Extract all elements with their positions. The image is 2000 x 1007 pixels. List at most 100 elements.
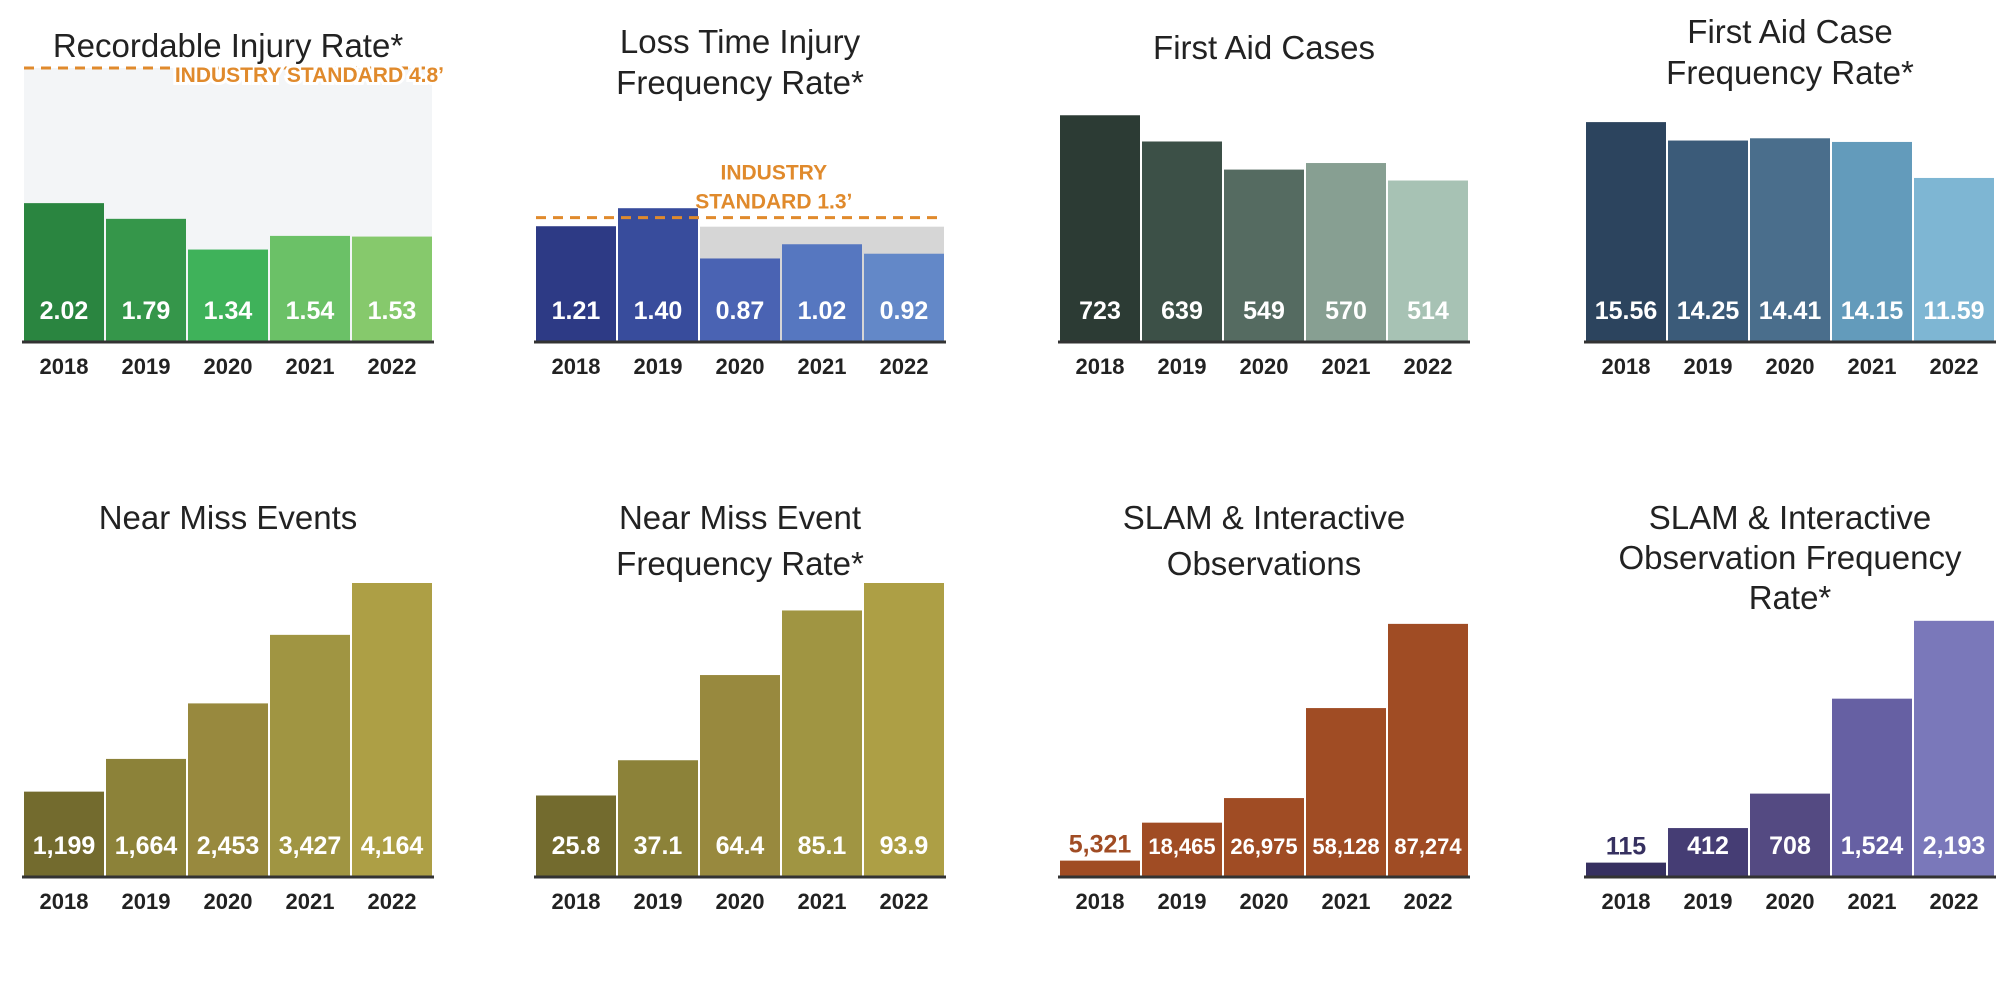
data-label: 1.54 (286, 297, 335, 325)
chart-4: First Aid Case Frequency Rate* 15.56 2018 14… (1584, 13, 1996, 379)
bar-2022 (1388, 180, 1468, 341)
x-tick-label: 2022 (1404, 354, 1453, 379)
x-tick-label: 2019 (122, 889, 171, 914)
data-label: 2.02 (40, 297, 89, 325)
data-label: 115 (1606, 833, 1646, 861)
bar-2020 (1224, 169, 1304, 341)
chart-title: SLAM & Interactive Observations (1123, 499, 1405, 582)
data-label: 708 (1769, 832, 1811, 860)
data-label: 1.02 (798, 297, 847, 325)
bar-2019 (1668, 828, 1748, 876)
chart-title: Recordable Injury Rate* (53, 27, 404, 64)
data-label: 3,427 (279, 832, 342, 860)
industry-standard-label: INDUSTRY STANDARD 4.8ʼ (175, 64, 444, 87)
x-tick-label: 2019 (634, 889, 683, 914)
data-label: 570 (1325, 297, 1367, 325)
bar-2022 (864, 253, 944, 341)
bar-2018 (1060, 860, 1140, 876)
x-tick-label: 2018 (1076, 889, 1125, 914)
bar-2021 (1306, 708, 1386, 876)
chart-title: Near Miss Event Frequency Rate* (616, 499, 864, 582)
data-label: 0.92 (880, 297, 929, 325)
bar-2022 (352, 583, 432, 876)
bar-2022 (1914, 177, 1994, 341)
bar-2021 (1832, 698, 1912, 876)
bar-2018 (536, 226, 616, 341)
x-tick-label: 2019 (122, 354, 171, 379)
x-tick-label: 2022 (1404, 889, 1453, 914)
x-tick-label: 2021 (1322, 354, 1371, 379)
x-tick-label: 2019 (634, 354, 683, 379)
bar-2021 (270, 235, 350, 341)
x-tick-label: 2021 (1322, 889, 1371, 914)
data-label: 1.53 (368, 297, 417, 325)
data-label: 412 (1687, 832, 1729, 860)
bar-2021 (1832, 141, 1912, 341)
bar-2021 (270, 634, 350, 876)
bar-2022 (352, 236, 432, 341)
bar-2018 (24, 203, 104, 341)
chart-title: First Aid Cases (1153, 29, 1375, 66)
data-label: 0.87 (716, 297, 765, 325)
bar-2019 (1668, 140, 1748, 341)
x-tick-label: 2022 (880, 354, 929, 379)
chart-8: SLAM & Interactive Observation Frequency R… (1584, 499, 1996, 914)
x-tick-label: 2020 (1766, 354, 1815, 379)
data-label: 93.9 (880, 832, 929, 860)
x-tick-label: 2018 (1602, 354, 1651, 379)
bar-2020 (1750, 793, 1830, 876)
data-label: 639 (1161, 297, 1203, 325)
chart-3: First Aid Cases 723 2018 639 2019 549 2020 570 2… (1058, 29, 1470, 379)
x-tick-label: 2022 (368, 889, 417, 914)
bar-2019 (106, 218, 186, 341)
x-tick-label: 2020 (1766, 889, 1815, 914)
data-label: 85.1 (798, 832, 847, 860)
data-label: 1,664 (115, 832, 178, 860)
x-tick-label: 2021 (286, 354, 335, 379)
data-label: 26,975 (1230, 834, 1297, 859)
bar-2018 (1586, 862, 1666, 876)
x-tick-label: 2022 (368, 354, 417, 379)
chart-5: Near Miss Events 1,199 2018 1,664 2019 2,453 2… (22, 499, 434, 914)
x-tick-label: 2018 (40, 354, 89, 379)
data-label: 25.8 (552, 832, 601, 860)
data-label: 514 (1407, 297, 1449, 325)
data-label: 2,453 (197, 832, 260, 860)
chart-title: Loss Time Injury Frequency Rate* (616, 23, 864, 101)
bar-2019 (1142, 822, 1222, 876)
data-label: 37.1 (634, 832, 683, 860)
industry-standard-label: INDUSTRY STANDARD 1.3ʼ (695, 162, 852, 214)
x-tick-label: 2022 (1930, 889, 1979, 914)
x-tick-label: 2022 (880, 889, 929, 914)
data-label: 87,274 (1394, 834, 1462, 859)
data-label: 11.59 (1923, 297, 1984, 325)
bar-2019 (618, 760, 698, 876)
data-label: 18,465 (1148, 834, 1215, 859)
data-label: 15.56 (1595, 297, 1658, 325)
x-tick-label: 2018 (40, 889, 89, 914)
x-tick-label: 2021 (1848, 354, 1897, 379)
chart-title: First Aid Case Frequency Rate* (1666, 13, 1914, 91)
bar-2018 (536, 795, 616, 876)
chart-title: SLAM & Interactive Observation Frequency R… (1618, 499, 1962, 616)
data-label: 14.15 (1841, 297, 1904, 325)
data-label: 14.41 (1759, 297, 1822, 325)
data-label: 4,164 (361, 832, 424, 860)
x-tick-label: 2019 (1684, 889, 1733, 914)
x-tick-label: 2022 (1930, 354, 1979, 379)
data-label: 549 (1243, 297, 1285, 325)
data-label: 1,524 (1841, 832, 1904, 860)
chart-2: Loss Time Injury Frequency Rate* 1.21 2018 1… (534, 23, 946, 379)
x-tick-label: 2020 (204, 889, 253, 914)
bar-2019 (1142, 141, 1222, 341)
x-tick-label: 2021 (1848, 889, 1897, 914)
bar-2019 (106, 758, 186, 876)
x-tick-label: 2020 (716, 889, 765, 914)
bar-2021 (1306, 163, 1386, 341)
x-tick-label: 2019 (1158, 889, 1207, 914)
chart-title: Near Miss Events (99, 499, 358, 536)
x-tick-label: 2020 (716, 354, 765, 379)
bar-2020 (1750, 138, 1830, 341)
chart-1: Recordable Injury Rate* 2.02 2018 1.79 2019 1… (22, 27, 447, 379)
